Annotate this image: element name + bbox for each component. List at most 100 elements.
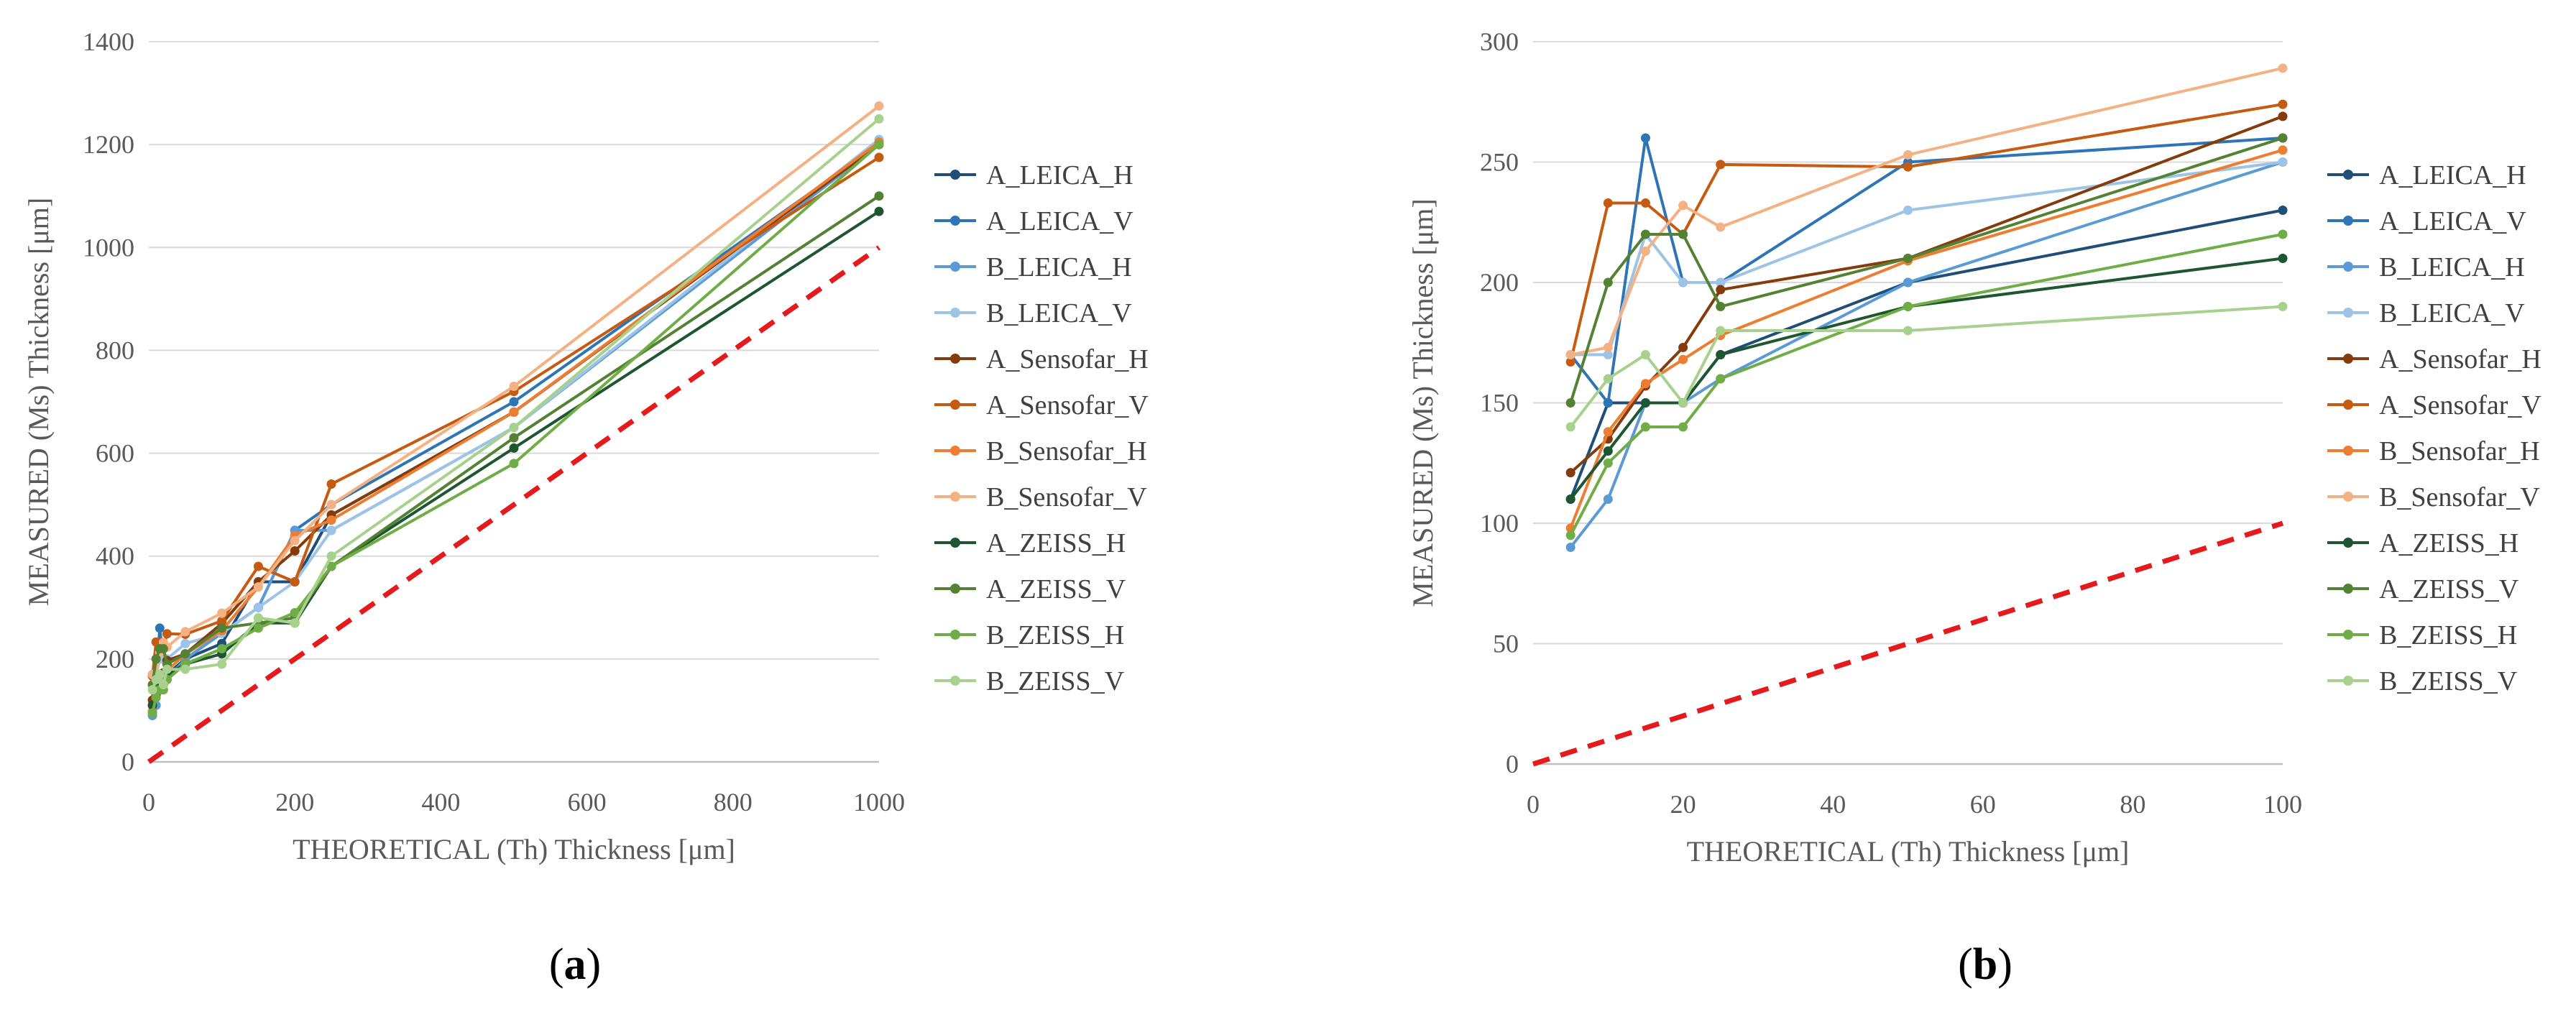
y-tick-label: 600	[96, 439, 134, 468]
legend-label-b-sensofar-v: B_Sensofar_V	[986, 482, 1147, 512]
x-tick-label: 100	[2263, 790, 2302, 819]
legend-marker-a-leica-v	[950, 216, 960, 226]
data-point-a-sensofar-v	[162, 629, 172, 639]
data-point-a-sensofar-h	[2278, 111, 2288, 121]
legend-marker-a-sensofar-v	[950, 400, 960, 410]
data-point-b-zeiss-h	[509, 459, 519, 469]
x-tick-label: 80	[2120, 790, 2145, 819]
data-point-b-leica-h	[1903, 277, 1913, 288]
data-point-a-zeiss-v	[874, 191, 884, 201]
data-point-b-sensofar-h	[509, 407, 519, 417]
data-point-a-zeiss-v	[151, 654, 161, 664]
legend-marker-a-zeiss-v	[950, 584, 960, 594]
legend-label-b-zeiss-v: B_ZEISS_V	[2379, 666, 2518, 696]
legend-label-b-sensofar-h: B_Sensofar_H	[2379, 436, 2540, 466]
legend-marker-b-leica-v	[2343, 308, 2353, 318]
data-point-b-sensofar-h	[2278, 145, 2288, 155]
data-point-b-sensofar-v	[180, 627, 190, 637]
data-point-b-zeiss-v	[1678, 398, 1688, 408]
y-tick-label: 100	[1480, 509, 1519, 538]
data-point-a-zeiss-h	[1716, 350, 1726, 359]
y-tick-label: 1000	[83, 233, 134, 262]
legend-marker-b-leica-h	[950, 262, 960, 272]
reference-line	[147, 245, 881, 764]
y-tick-label: 0	[1506, 750, 1519, 778]
data-point-a-sensofar-v	[290, 577, 300, 586]
data-point-a-sensofar-h	[1678, 342, 1688, 352]
data-point-a-leica-h	[2278, 206, 2288, 215]
data-point-b-sensofar-v	[217, 608, 227, 618]
data-point-b-zeiss-v	[180, 664, 190, 674]
data-point-a-zeiss-v	[1565, 398, 1576, 408]
data-point-b-leica-v	[1716, 277, 1726, 288]
data-point-a-zeiss-v	[1640, 229, 1650, 239]
data-point-b-zeiss-h	[290, 607, 300, 617]
data-point-b-zeiss-h	[253, 623, 263, 633]
data-point-b-zeiss-v	[147, 685, 157, 695]
data-point-b-zeiss-h	[874, 139, 884, 150]
legend-label-a-sensofar-v: A_Sensofar_V	[2379, 390, 2542, 420]
legend-label-a-sensofar-h: A_Sensofar_H	[986, 344, 1149, 374]
data-point-a-sensofar-v	[217, 616, 227, 626]
data-point-b-zeiss-h	[2278, 229, 2288, 239]
chart-panel-a: 0 200 400 600 800 1000 1200 1400 0 200 400 600 800 10…	[22, 27, 1149, 989]
data-point-a-leica-v	[1640, 133, 1650, 143]
data-point-b-zeiss-v	[1603, 374, 1613, 384]
data-point-b-zeiss-v	[217, 659, 227, 669]
data-point-b-zeiss-h	[1678, 422, 1688, 432]
legend-label-b-sensofar-h: B_Sensofar_H	[986, 436, 1147, 466]
data-point-a-sensofar-v	[1640, 198, 1650, 208]
panel-label: (b)	[1958, 940, 2012, 989]
data-point-b-sensofar-v	[874, 101, 884, 111]
legend-label-a-zeiss-v: A_ZEISS_V	[2379, 574, 2519, 604]
data-point-b-zeiss-h	[1716, 374, 1726, 384]
data-point-b-zeiss-v	[162, 664, 172, 674]
panel-label: (a)	[549, 940, 601, 989]
data-point-b-leica-v	[1603, 350, 1613, 359]
legend-marker-b-zeiss-v	[2343, 676, 2353, 686]
data-point-a-zeiss-v	[2278, 133, 2288, 143]
legend-marker-b-sensofar-h	[2343, 446, 2353, 456]
legend-label-b-zeiss-h: B_ZEISS_H	[986, 620, 1124, 650]
data-point-b-sensofar-v	[1678, 201, 1688, 211]
legend-label-b-sensofar-v: B_Sensofar_V	[2379, 482, 2540, 512]
data-point-b-sensofar-h	[1678, 354, 1688, 364]
legend-marker-a-leica-h	[950, 170, 960, 180]
data-point-b-zeiss-v	[1640, 350, 1650, 359]
data-point-b-zeiss-h	[147, 708, 157, 718]
data-point-b-sensofar-v	[1716, 222, 1726, 232]
legend-marker-a-zeiss-v	[2343, 584, 2353, 594]
series-line-b-sensofar-v	[1570, 66, 2283, 356]
legend-marker-a-zeiss-h	[2343, 538, 2353, 548]
data-point-b-zeiss-v	[155, 669, 165, 679]
legend-marker-b-zeiss-v	[950, 676, 960, 686]
data-point-b-sensofar-v	[509, 382, 519, 392]
legend-marker-b-leica-h	[2343, 262, 2353, 272]
data-point-a-leica-v	[155, 623, 165, 633]
y-tick-label: 800	[96, 336, 134, 364]
data-point-b-zeiss-h	[1903, 302, 1913, 311]
series-line-a-zeiss-h	[1569, 257, 2283, 500]
data-point-b-leica-h	[1565, 543, 1576, 552]
x-tick-label: 40	[1820, 790, 1846, 819]
data-point-b-zeiss-v	[1903, 326, 1913, 336]
y-tick-label: 300	[1480, 27, 1519, 56]
data-point-b-leica-v	[2278, 157, 2288, 167]
data-point-a-sensofar-v	[1903, 162, 1913, 172]
x-tick-label: 1000	[853, 788, 905, 816]
x-tick-label: 400	[421, 788, 460, 816]
data-point-a-leica-v	[1603, 398, 1613, 408]
data-point-b-zeiss-v	[326, 551, 336, 561]
data-point-b-zeiss-h	[1640, 422, 1650, 432]
data-point-a-sensofar-v	[253, 561, 263, 571]
data-point-b-sensofar-h	[1603, 427, 1613, 437]
data-point-a-zeiss-h	[1603, 446, 1613, 456]
data-point-b-sensofar-v	[1640, 246, 1650, 256]
x-axis-title: THEORETICAL (Th) Thickness [μm]	[1687, 835, 2130, 868]
data-point-b-leica-h	[1603, 494, 1613, 504]
legend-label-a-leica-v: A_LEICA_V	[986, 206, 1133, 236]
y-axis-title: MEASURED (Ms) Thickness [μm]	[1407, 198, 1439, 607]
data-point-b-sensofar-v	[1565, 350, 1576, 359]
legend-marker-a-sensofar-v	[2343, 400, 2353, 410]
data-point-a-zeiss-v	[1678, 229, 1688, 239]
